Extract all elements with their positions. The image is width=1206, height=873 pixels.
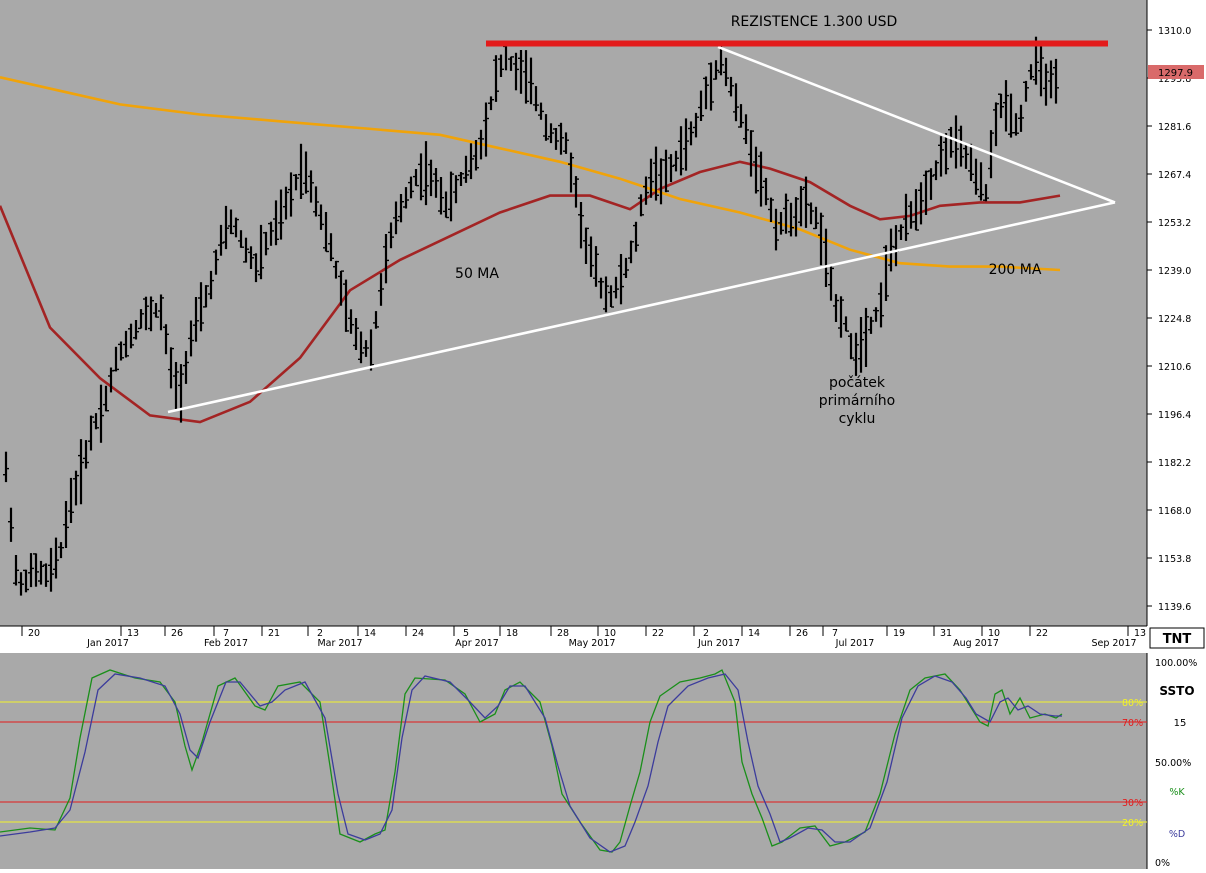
price-y-axis: 1310.0 1295.8 1281.6 1267.4 1253.2 1239.0 1224…: [1147, 26, 1191, 613]
y-tick-label: 1253.2: [1158, 218, 1191, 229]
y-tick-label: 1210.6: [1158, 362, 1191, 373]
ma200-line: [0, 76, 1061, 272]
x-day-label: 10: [604, 628, 616, 639]
x-day-label: 7: [832, 628, 838, 639]
y-tick-label: 1168.0: [1158, 506, 1191, 517]
x-month-label: Sep 2017: [1091, 638, 1136, 649]
ma50-label: 50 MA: [455, 266, 499, 282]
price-plot-background: [0, 0, 1147, 626]
y-tick-label: 1182.2: [1158, 458, 1191, 469]
x-day-label: 13: [1134, 628, 1146, 639]
tnt-logo: [1149, 627, 1205, 649]
y-tick-label: 1281.6: [1158, 122, 1191, 133]
x-day-label: 31: [940, 628, 952, 639]
x-day-label: 14: [748, 628, 760, 639]
x-day-label: 13: [127, 628, 139, 639]
ma200-label: 200 MA: [989, 262, 1042, 278]
ssto-scale-label: 100.00%: [1155, 658, 1197, 669]
ssto-level-label: 80%: [1122, 698, 1143, 709]
trendlines: [167, 40, 1116, 414]
x-day-label: 7: [223, 628, 229, 639]
ssto-d-legend: %D: [1169, 829, 1185, 840]
y-tick-label: 1310.0: [1158, 26, 1191, 37]
date-axis-background: [0, 626, 1206, 650]
x-day-label: 2: [703, 628, 709, 639]
x-day-label: 10: [988, 628, 1000, 639]
y-tick-label: 1153.8: [1158, 554, 1191, 565]
support-trendline: [167, 201, 1116, 414]
x-month-label: Jun 2017: [697, 638, 740, 649]
x-day-label: 28: [557, 628, 569, 639]
x-day-label: 19: [893, 628, 905, 639]
x-day-label: 26: [171, 628, 183, 639]
x-month-label: Mar 2017: [317, 638, 362, 649]
ssto-scale-label: 50.00%: [1155, 758, 1191, 769]
x-day-label: 22: [652, 628, 664, 639]
ssto-level-label: 70%: [1122, 718, 1143, 729]
x-day-label: 14: [364, 628, 376, 639]
ssto-k-line: [0, 669, 1063, 853]
price-bars: [3, 36, 1059, 596]
x-month-label: May 2017: [569, 638, 616, 649]
ssto-oscillator: 80% 70% 30% 20% 100.00% 50.00% 0%: [0, 658, 1197, 869]
ssto-d-line: [0, 673, 1062, 853]
tnt-logo-text: TNT: [1163, 632, 1192, 647]
cycle-label-line2: primárního: [819, 393, 895, 409]
chart-title: REZISTENCE 1.300 USD: [731, 14, 898, 30]
x-day-label: 20: [28, 628, 40, 639]
x-day-label: 5: [463, 628, 469, 639]
x-day-label: 26: [796, 628, 808, 639]
price-axis-background: [1147, 0, 1206, 626]
x-month-label: Jul 2017: [835, 638, 875, 649]
x-month-label: Apr 2017: [455, 638, 499, 649]
cycle-label-line3: cyklu: [839, 411, 876, 427]
x-day-label: 2: [317, 628, 323, 639]
y-tick-label: 1224.8: [1158, 314, 1191, 325]
ssto-period: 15: [1174, 718, 1187, 729]
x-day-label: 18: [506, 628, 518, 639]
ssto-scale-label: 0%: [1155, 858, 1170, 869]
ssto-k-legend: %K: [1169, 787, 1185, 798]
y-tick-label: 1295.8: [1158, 74, 1191, 85]
cycle-label-line1: počátek: [829, 375, 886, 391]
ssto-label: SSTO: [1159, 684, 1194, 698]
ssto-plot-background: [0, 653, 1147, 869]
resistance-trendline: [717, 45, 1116, 204]
last-price-tag: [1148, 65, 1204, 79]
ssto-level-label: 20%: [1122, 818, 1143, 829]
last-price-value: 1297.9: [1158, 68, 1193, 79]
y-tick-label: 1196.4: [1158, 410, 1191, 421]
x-month-label: Aug 2017: [953, 638, 999, 649]
x-month-label: Feb 2017: [204, 638, 248, 649]
x-day-label: 24: [412, 628, 424, 639]
x-day-label: 21: [268, 628, 280, 639]
y-tick-label: 1139.6: [1158, 602, 1191, 613]
ssto-axis-background: [1147, 653, 1206, 869]
y-tick-label: 1239.0: [1158, 266, 1191, 277]
date-x-axis: 20 13 26 7 21 2 14 24 5 18 28 10 22 2 14 26 7 19 31 10 22 13J…: [21, 626, 1146, 649]
x-day-label: 22: [1036, 628, 1048, 639]
x-month-label: Jan 2017: [86, 638, 129, 649]
y-tick-label: 1267.4: [1158, 170, 1191, 181]
ssto-level-label: 30%: [1122, 798, 1143, 809]
